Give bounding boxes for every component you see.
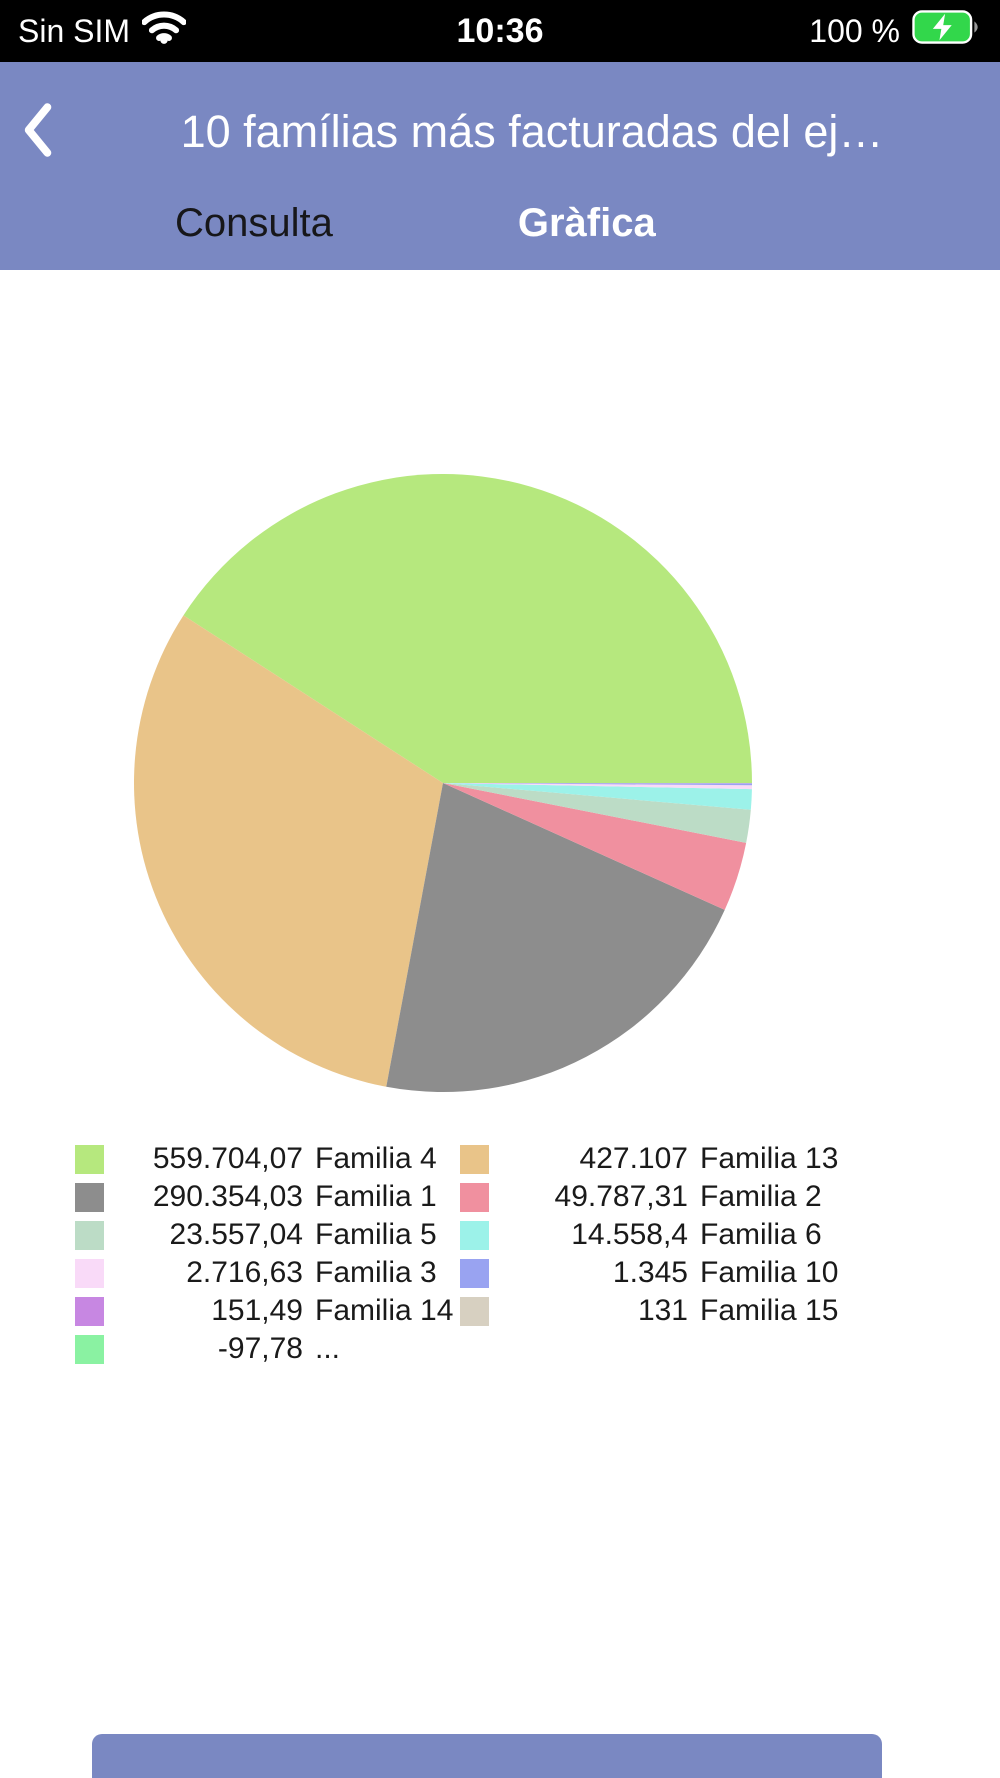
status-bar: Sin SIM 10:36 100 %	[0, 0, 1000, 62]
legend-value: 559.704,07	[152, 1142, 303, 1175]
legend-swatch	[460, 1258, 489, 1288]
legend-item: 14.558,4 Familia 6	[460, 1216, 1000, 1254]
legend-item: 559.704,07 Familia 4	[75, 1140, 460, 1178]
legend-value: 151,49	[211, 1294, 303, 1327]
legend-label: Familia 4	[315, 1142, 437, 1175]
legend-label: Familia 10	[700, 1256, 839, 1289]
legend-swatch	[75, 1334, 104, 1364]
pie-chart	[133, 474, 752, 1092]
legend-value: 23.557,04	[169, 1218, 303, 1251]
battery-percent-label: 100 %	[809, 12, 900, 49]
status-time: 10:36	[456, 11, 544, 50]
legend-swatch	[460, 1182, 489, 1212]
legend-value: 2.716,63	[186, 1256, 303, 1289]
carrier-label: Sin SIM	[18, 12, 131, 49]
app-header: 10 famílias más facturadas del ej… Consu…	[0, 62, 1000, 270]
legend-item: 23.557,04 Familia 5	[75, 1216, 460, 1254]
legend-value: 131	[637, 1294, 688, 1327]
legend-value: 1.345	[612, 1256, 688, 1289]
legend-label: Familia 14	[315, 1294, 454, 1327]
legend-label: Familia 15	[700, 1294, 839, 1327]
legend-label: Familia 6	[700, 1218, 822, 1251]
legend-label: Familia 1	[315, 1180, 437, 1213]
tab-grafica[interactable]: Gràfica	[517, 200, 656, 245]
legend-item: 49.787,31 Familia 2	[460, 1178, 1000, 1216]
legend-value: 49.787,31	[554, 1180, 688, 1213]
pie-slice-familia-5[interactable]	[443, 783, 751, 843]
pie-slice-familia-4[interactable]	[183, 474, 752, 783]
chart-legend: 559.704,07 Familia 4 427.107 Familia 13 290.…	[75, 1140, 1000, 1368]
pie-slice-familia-10[interactable]	[443, 783, 752, 786]
legend-swatch	[460, 1220, 489, 1250]
bottom-bar[interactable]	[92, 1734, 882, 1778]
chart-area: 559.704,07 Familia 4 427.107 Familia 13 290.…	[0, 270, 1000, 1368]
legend-swatch	[75, 1296, 104, 1326]
pie-slice-familia-13[interactable]	[133, 615, 443, 1087]
back-button[interactable]	[22, 102, 86, 162]
pie-slice-familia-6[interactable]	[443, 783, 752, 810]
pie-slice-familia-3[interactable]	[443, 783, 752, 790]
legend-swatch	[75, 1258, 104, 1288]
legend-label: Familia 2	[700, 1180, 822, 1213]
legend-item: -97,78...	[75, 1330, 460, 1368]
legend-swatch	[75, 1220, 104, 1250]
legend-item: 1.345 Familia 10	[460, 1254, 1000, 1292]
legend-label: Familia 13	[700, 1142, 839, 1175]
legend-item: 290.354,03 Familia 1	[75, 1178, 460, 1216]
legend-item: 131 Familia 15	[460, 1292, 1000, 1330]
legend-item: 151,49 Familia 14	[75, 1292, 460, 1330]
legend-value: 427.107	[579, 1142, 688, 1175]
tab-bar: Consulta Gràfica	[0, 176, 1000, 270]
battery-charging-icon	[912, 10, 982, 52]
wifi-icon	[141, 10, 187, 52]
page-title: 10 famílias más facturadas del ej…	[180, 106, 884, 157]
legend-value: -97,78	[217, 1332, 303, 1365]
legend-label: Familia 5	[315, 1218, 437, 1251]
legend-label: ...	[315, 1332, 341, 1365]
legend-item: 427.107 Familia 13	[460, 1140, 1000, 1178]
legend-item: 2.716,63 Familia 3	[75, 1254, 460, 1292]
pie-slice-familia-1[interactable]	[386, 783, 725, 1092]
legend-swatch	[75, 1182, 104, 1212]
pie-slice-familia-2[interactable]	[443, 783, 747, 910]
legend-swatch	[75, 1144, 104, 1174]
legend-label: Familia 3	[315, 1256, 437, 1289]
legend-value: 290.354,03	[152, 1180, 303, 1213]
legend-swatch	[460, 1296, 489, 1326]
chevron-left-icon	[22, 102, 52, 162]
legend-value: 14.558,4	[571, 1218, 688, 1251]
legend-swatch	[460, 1144, 489, 1174]
tab-consulta[interactable]: Consulta	[175, 200, 333, 245]
